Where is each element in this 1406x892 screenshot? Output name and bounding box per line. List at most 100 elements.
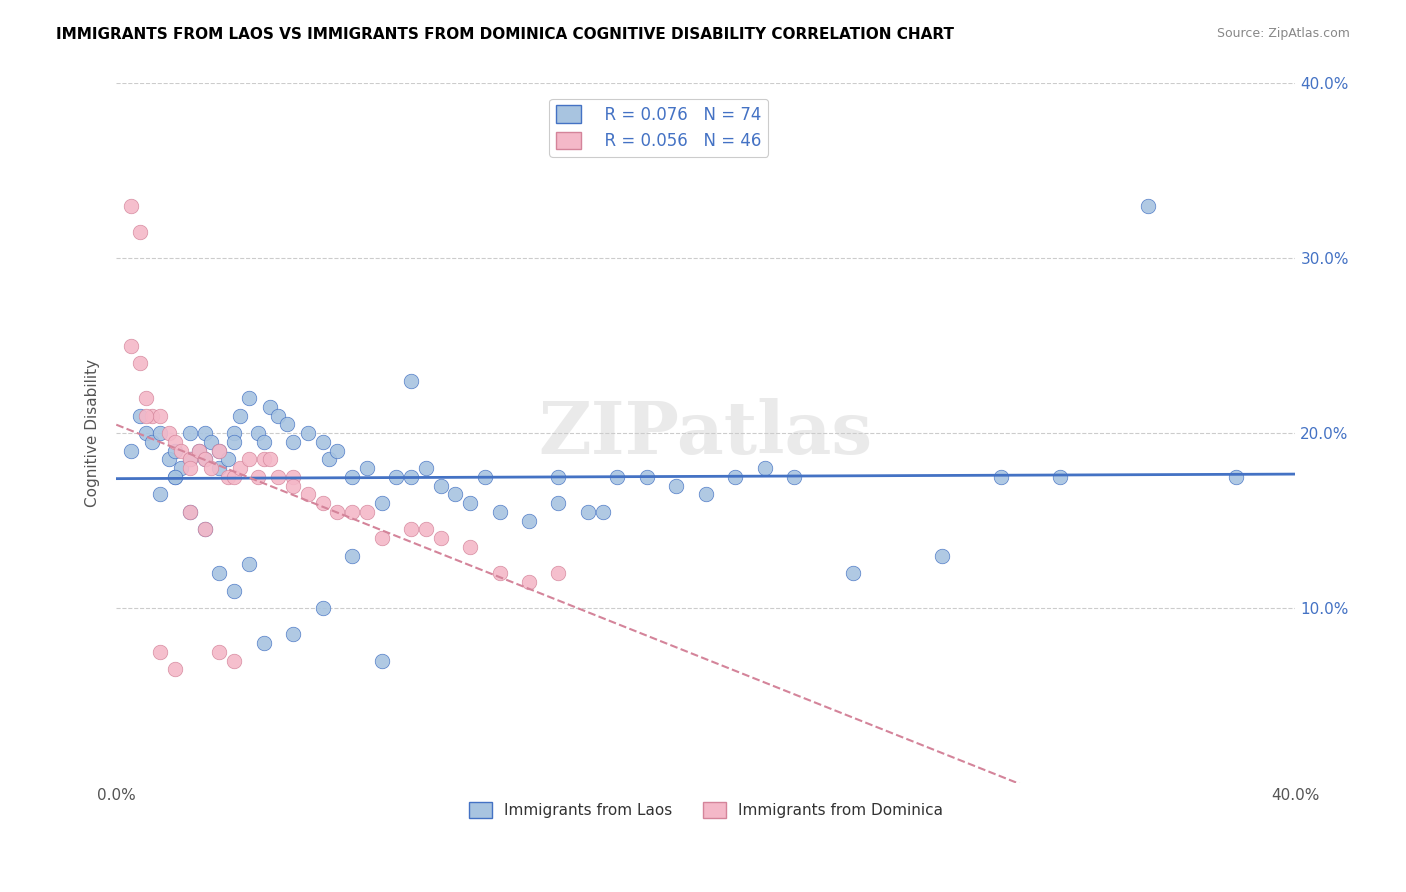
Point xyxy=(194,426,217,441)
Point xyxy=(326,443,349,458)
Text: IMMIGRANTS FROM LAOS VS IMMIGRANTS FROM DOMINICA COGNITIVE DISABILITY CORRELATIO: IMMIGRANTS FROM LAOS VS IMMIGRANTS FROM … xyxy=(56,27,955,42)
Point xyxy=(311,434,333,449)
Point xyxy=(149,487,172,501)
Y-axis label: Cognitive Disability: Cognitive Disability xyxy=(86,359,100,508)
Point xyxy=(194,523,217,537)
Point xyxy=(165,470,187,484)
Point xyxy=(297,487,319,501)
Point xyxy=(665,479,688,493)
Point xyxy=(636,470,658,484)
Point xyxy=(217,452,239,467)
Point xyxy=(488,505,510,519)
Point xyxy=(120,199,142,213)
Point xyxy=(208,645,231,659)
Point xyxy=(179,426,201,441)
Point xyxy=(842,566,865,581)
Point xyxy=(187,443,209,458)
Point xyxy=(141,409,163,423)
Point xyxy=(281,434,304,449)
Point xyxy=(340,505,363,519)
Point xyxy=(606,470,628,484)
Point xyxy=(165,470,187,484)
Text: ZIPatlas: ZIPatlas xyxy=(538,398,873,468)
Point xyxy=(517,514,540,528)
Point xyxy=(281,627,304,641)
Point xyxy=(200,461,222,475)
Point xyxy=(576,505,599,519)
Point xyxy=(318,452,340,467)
Point xyxy=(179,505,201,519)
Point xyxy=(931,549,953,563)
Point xyxy=(208,443,231,458)
Point xyxy=(1137,199,1160,213)
Point xyxy=(208,443,231,458)
Point xyxy=(246,470,269,484)
Point xyxy=(149,409,172,423)
Point xyxy=(165,434,187,449)
Point xyxy=(370,531,392,545)
Point xyxy=(128,225,150,239)
Point xyxy=(246,426,269,441)
Point xyxy=(149,645,172,659)
Point xyxy=(297,426,319,441)
Point xyxy=(340,549,363,563)
Point xyxy=(170,461,193,475)
Point xyxy=(170,443,193,458)
Point xyxy=(238,391,260,405)
Point xyxy=(356,461,378,475)
Point xyxy=(259,400,281,414)
Point xyxy=(165,443,187,458)
Point xyxy=(415,461,437,475)
Point xyxy=(385,470,408,484)
Point xyxy=(356,505,378,519)
Point xyxy=(259,452,281,467)
Point xyxy=(724,470,747,484)
Point xyxy=(224,654,246,668)
Point xyxy=(695,487,717,501)
Point xyxy=(399,523,422,537)
Point xyxy=(783,470,806,484)
Point xyxy=(474,470,496,484)
Point xyxy=(120,339,142,353)
Point xyxy=(276,417,298,432)
Point xyxy=(399,470,422,484)
Point xyxy=(157,426,180,441)
Point xyxy=(547,496,569,510)
Point xyxy=(157,452,180,467)
Point xyxy=(238,558,260,572)
Point xyxy=(429,531,451,545)
Point xyxy=(326,505,349,519)
Point xyxy=(517,574,540,589)
Point xyxy=(429,479,451,493)
Point xyxy=(179,452,201,467)
Text: Source: ZipAtlas.com: Source: ZipAtlas.com xyxy=(1216,27,1350,40)
Point xyxy=(311,601,333,615)
Point xyxy=(253,452,276,467)
Point xyxy=(253,636,276,650)
Point xyxy=(754,461,776,475)
Point xyxy=(208,566,231,581)
Point xyxy=(253,434,276,449)
Point xyxy=(444,487,467,501)
Point xyxy=(194,523,217,537)
Point xyxy=(458,496,481,510)
Point xyxy=(200,434,222,449)
Point xyxy=(194,452,217,467)
Point xyxy=(592,505,614,519)
Point xyxy=(399,374,422,388)
Point xyxy=(224,434,246,449)
Point xyxy=(128,409,150,423)
Point xyxy=(179,452,201,467)
Point xyxy=(217,470,239,484)
Point xyxy=(208,461,231,475)
Point xyxy=(281,479,304,493)
Point xyxy=(179,505,201,519)
Point xyxy=(311,496,333,510)
Point xyxy=(267,470,290,484)
Point xyxy=(238,452,260,467)
Point xyxy=(547,566,569,581)
Point xyxy=(179,461,201,475)
Point xyxy=(135,426,157,441)
Point xyxy=(1225,470,1247,484)
Point xyxy=(187,443,209,458)
